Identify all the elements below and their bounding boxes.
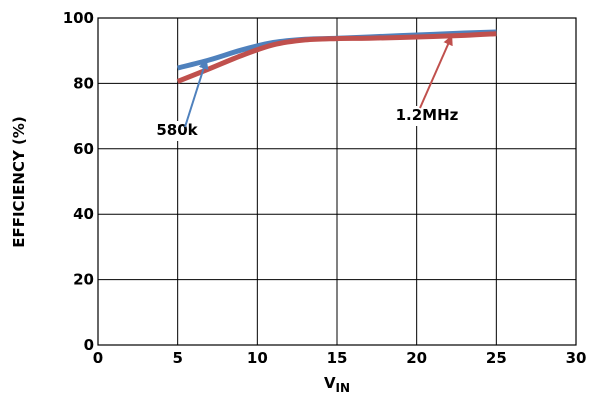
x-tick-label: 25 (486, 349, 507, 367)
x-tick-labels: 0 5 10 15 20 25 30 (93, 349, 587, 367)
annotation-box (152, 121, 202, 141)
x-axis-title-sub: IN (336, 381, 351, 395)
plot-frame (97, 17, 577, 346)
y-axis-title: EFFICIENCY (%) (10, 116, 28, 248)
gridlines (98, 18, 576, 345)
y-tick-label: 60 (73, 140, 94, 158)
annotation-arrow (419, 35, 453, 109)
y-tick-label: 40 (73, 205, 94, 223)
y-tick-labels: 0 20 40 60 80 100 (63, 9, 94, 354)
x-tick-label: 10 (247, 349, 268, 367)
annotation-label: 580k (156, 121, 198, 139)
x-axis-title: VIN (324, 374, 350, 395)
x-tick-label: 0 (93, 349, 103, 367)
x-tick-label: 20 (406, 349, 427, 367)
y-tick-label: 100 (63, 9, 94, 27)
annotation-box (392, 106, 462, 126)
x-tick-label: 5 (172, 349, 182, 367)
y-tick-label: 0 (84, 336, 94, 354)
y-tick-label: 20 (73, 271, 94, 289)
annotation-arrow (184, 58, 209, 128)
annotation-layer: 580k 1.2MHz (152, 35, 462, 141)
y-tick-label: 80 (73, 74, 94, 92)
annotation-label: 1.2MHz (396, 106, 459, 124)
series-line-1 (176, 31, 497, 84)
x-tick-label: 30 (566, 349, 587, 367)
series-layer (176, 29, 497, 84)
x-tick-label: 15 (327, 349, 348, 367)
x-axis-title-main: V (324, 374, 336, 392)
